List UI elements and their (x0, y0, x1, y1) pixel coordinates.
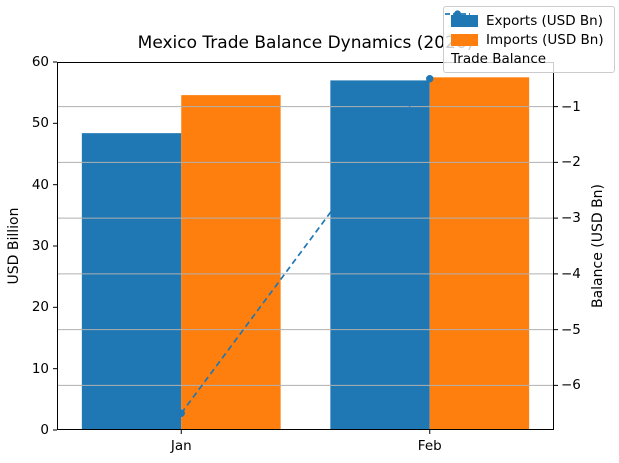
left-tick-label-50: 50 (31, 115, 49, 132)
right-tick-label--4: −4 (561, 265, 581, 282)
trade-balance-line (180, 78, 431, 414)
legend-label: Exports (USD Bn) (486, 12, 604, 29)
x-tick-label-feb: Feb (417, 438, 442, 454)
bar-imports-jan (181, 95, 281, 431)
legend-entry-trade-balance: Trade Balance (445, 10, 608, 68)
bar-imports-feb (429, 77, 530, 430)
right-tick-label--6: −6 (561, 377, 581, 394)
bar-exports-feb (330, 80, 430, 431)
legend-label: Trade Balance (451, 50, 547, 67)
right-tick-label--3: −3 (561, 210, 581, 227)
left-tick-label-40: 40 (31, 176, 49, 193)
trade-balance-marker-feb (426, 75, 434, 83)
legend-label: Imports (USD Bn) (486, 31, 604, 48)
bar-exports-jan (81, 133, 182, 430)
right-tick-label--1: −1 (561, 98, 581, 115)
legend-swatch-icon (451, 33, 478, 46)
legend-dashed-line-marker-icon (445, 10, 470, 18)
x-tick-label-jan: Jan (170, 438, 192, 454)
left-tick-label-30: 30 (31, 238, 49, 254)
trade-balance-marker-jan (177, 409, 185, 417)
chart-title: Mexico Trade Balance Dynamics (2026) (137, 33, 474, 53)
left-tick-label-20: 20 (31, 299, 49, 316)
legend: Exports (USD Bn) Imports (USD Bn) Trade Ba… (443, 6, 615, 73)
left-tick-label-0: 0 (40, 422, 49, 438)
left-tick-label-60: 60 (31, 54, 49, 70)
right-tick-label--5: −5 (561, 321, 581, 338)
left-tick-label-10: 10 (31, 360, 49, 377)
legend-entry-exports-usd-bn: Exports (USD Bn) (451, 11, 608, 30)
right-tick-label--2: −2 (561, 154, 581, 171)
legend-entry-imports-usd-bn: Imports (USD Bn) (451, 30, 608, 49)
plot-border (57, 62, 554, 430)
